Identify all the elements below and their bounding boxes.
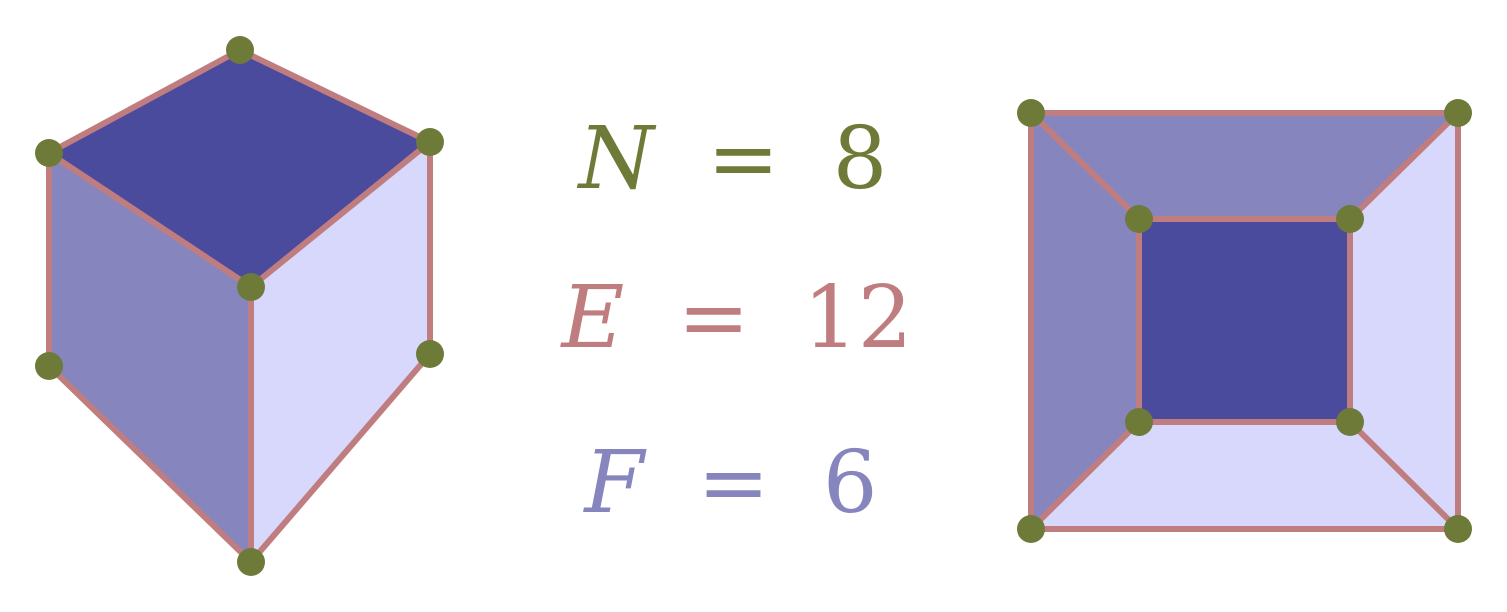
- cube-face-right: [251, 142, 430, 562]
- planar-face-center: [1139, 219, 1350, 422]
- planar-node: [1017, 515, 1045, 543]
- planar-edge: [1028, 110, 1142, 222]
- cube-node: [226, 36, 254, 64]
- planar-node: [1444, 99, 1472, 127]
- equation-n-value: 8: [833, 109, 888, 209]
- equation-f-variable: F: [582, 433, 647, 533]
- cube-face-top: [49, 50, 430, 287]
- planar-node: [1336, 205, 1364, 233]
- equation-n-operator: =: [707, 109, 779, 209]
- planar-node: [1444, 515, 1472, 543]
- cube-node: [35, 352, 63, 380]
- planar-node: [1017, 99, 1045, 127]
- planar-edge: [1347, 110, 1461, 222]
- cube-edge: [248, 139, 433, 290]
- cube-node: [35, 139, 63, 167]
- equation-e-operator: =: [678, 268, 750, 368]
- cube-node: [237, 548, 265, 576]
- planar-face-left: [1031, 113, 1139, 529]
- planar-node: [1125, 205, 1153, 233]
- cube-node: [416, 340, 444, 368]
- cube-edge: [248, 351, 433, 565]
- equation-f-operator: =: [697, 433, 769, 533]
- equation-n-variable: N: [577, 109, 657, 209]
- equation-e: E = 12: [560, 268, 913, 368]
- planar-edge: [1028, 419, 1142, 532]
- equations-block: N = 8 E = 12 F = 6: [560, 109, 913, 533]
- cube-edge: [46, 363, 254, 565]
- planar-node: [1336, 408, 1364, 436]
- cube-node: [237, 273, 265, 301]
- cube-node: [416, 128, 444, 156]
- planar-face-top: [1031, 113, 1458, 219]
- cube-edge: [237, 47, 433, 145]
- cube-figure: [35, 36, 444, 576]
- equation-f: F = 6: [582, 433, 877, 533]
- planar-face-right: [1350, 113, 1458, 529]
- equation-e-value: 12: [803, 268, 912, 368]
- cube-edge: [46, 150, 254, 290]
- planar-node: [1125, 408, 1153, 436]
- equation-e-variable: E: [560, 268, 625, 368]
- planar-face-bottom: [1031, 422, 1458, 529]
- equation-n: N = 8: [577, 109, 888, 209]
- planar-edge: [1347, 419, 1461, 532]
- equation-f-value: 6: [823, 433, 878, 533]
- cube-edge: [46, 47, 243, 156]
- planar-graph-figure: [1017, 99, 1472, 543]
